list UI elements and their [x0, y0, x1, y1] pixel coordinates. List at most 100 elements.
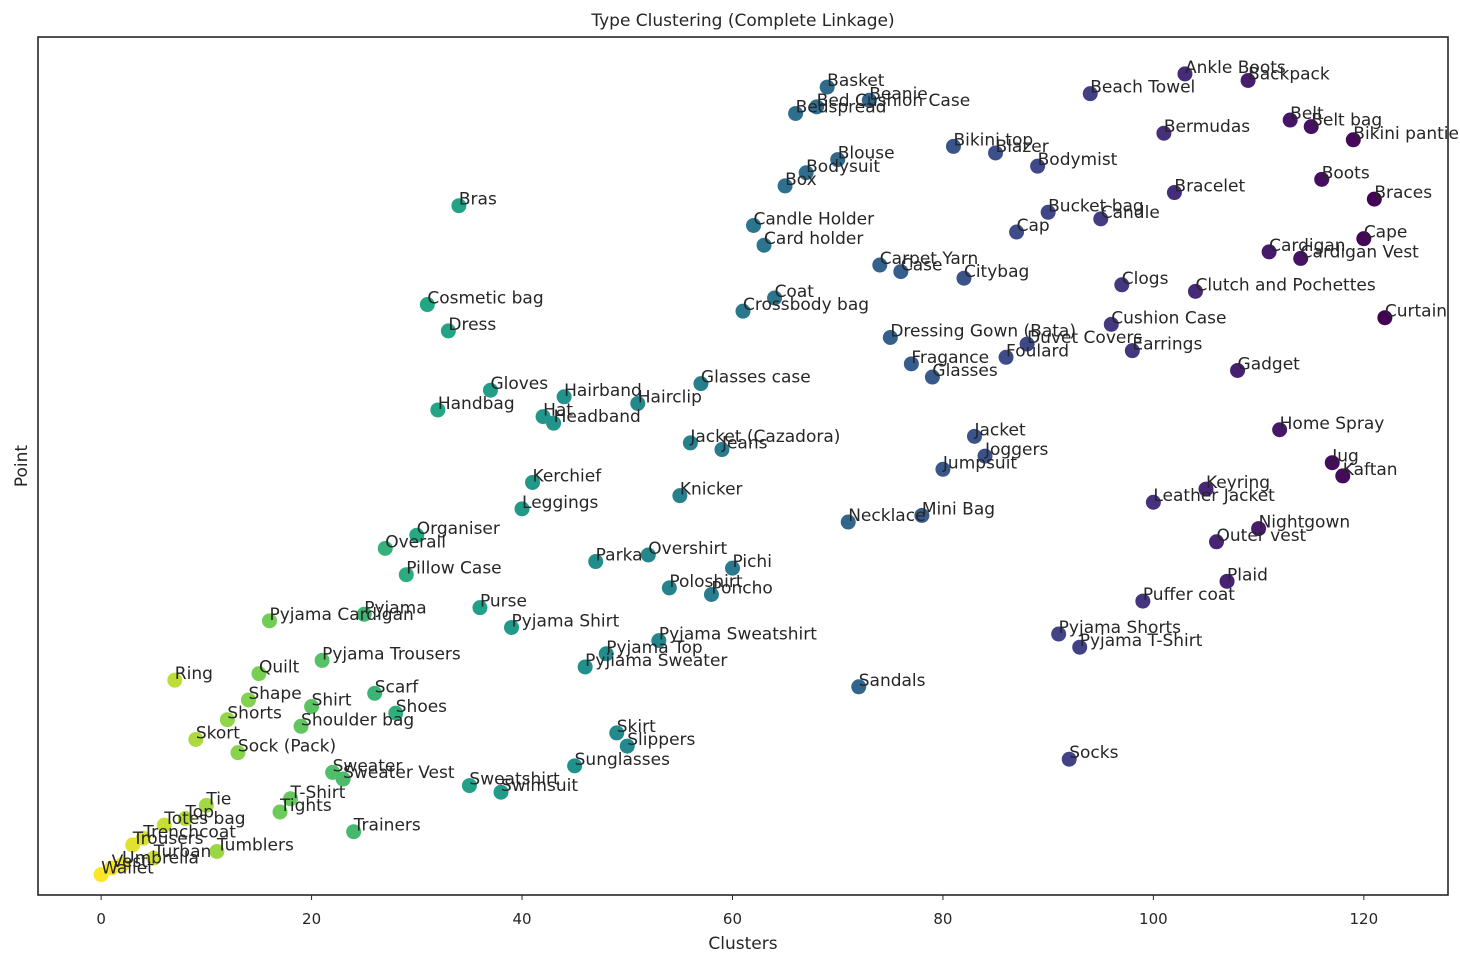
- data-point: [440, 323, 456, 339]
- data-point: [619, 738, 635, 754]
- data-point: [703, 587, 719, 603]
- point-label: Shoes: [396, 697, 447, 717]
- point-label: Dressing Gown (Bata): [890, 321, 1076, 341]
- x-axis-ticks: 0 20 40 60 80 100 120: [96, 895, 1378, 928]
- point-label: Candle: [1101, 203, 1160, 223]
- point-label: Kerchief: [533, 466, 603, 486]
- point-label: Backpack: [1248, 64, 1330, 84]
- data-point: [240, 692, 256, 708]
- point-label: Pyjama Shirt: [512, 611, 620, 631]
- point-label: Hat: [543, 401, 573, 421]
- data-point: [1051, 626, 1067, 642]
- point-label: Jacket (Cazadora): [689, 427, 840, 447]
- point-label: Glasses case: [701, 368, 811, 388]
- point-label: Handbag: [438, 394, 515, 414]
- point-label: Glasses: [932, 361, 997, 381]
- data-point: [1166, 185, 1182, 201]
- point-label: Sweater Vest: [343, 763, 455, 783]
- point-label: Bodymist: [1038, 150, 1118, 170]
- point-label: Pillow Case: [406, 559, 501, 579]
- point-label: Curtain: [1385, 302, 1447, 322]
- point-label: Beach Towel: [1090, 78, 1195, 98]
- data-point: [251, 666, 267, 682]
- point-label: Basket: [827, 71, 885, 91]
- point-label: Bodysuit: [806, 157, 880, 177]
- point-label: Bikini top: [953, 130, 1033, 150]
- x-tick-label: 120: [1350, 910, 1379, 928]
- point-label: Braces: [1374, 183, 1432, 203]
- point-label: Mini Bag: [922, 499, 995, 519]
- point-label: Fragance: [911, 348, 989, 368]
- point-label: Bucket bag: [1048, 196, 1144, 216]
- point-label: Home Spray: [1280, 414, 1385, 434]
- point-label: Bed Cushion Case: [817, 91, 971, 111]
- point-label: Nightgown: [1259, 513, 1351, 533]
- point-label: Poncho: [711, 579, 772, 599]
- point-label: Duvet Covers: [1027, 328, 1142, 348]
- data-point: [156, 817, 172, 833]
- point-label: Jeans: [721, 434, 768, 454]
- data-point: [472, 600, 488, 616]
- point-label: Umbrella: [122, 849, 199, 869]
- point-label: Sandals: [859, 671, 926, 691]
- data-point: [903, 356, 919, 372]
- data-point: [188, 731, 204, 747]
- x-tick-label: 0: [96, 910, 106, 928]
- x-tick-label: 80: [933, 910, 952, 928]
- data-point: [1156, 125, 1172, 141]
- data-point: [988, 145, 1004, 161]
- data-point: [798, 165, 814, 181]
- data-point: [1103, 316, 1119, 332]
- point-label: Skirt: [617, 717, 656, 737]
- data-point: [735, 303, 751, 319]
- point-label: Cardigan Vest: [1301, 242, 1420, 262]
- data-point: [1177, 66, 1193, 82]
- data-point: [630, 395, 646, 411]
- point-label: Purse: [480, 592, 527, 612]
- point-label: Sunglasses: [575, 750, 670, 770]
- point-label: Trenchcoat: [142, 822, 236, 842]
- data-point: [1356, 231, 1372, 247]
- data-point: [209, 844, 225, 860]
- data-point: [146, 850, 162, 866]
- data-point: [219, 712, 235, 728]
- data-point: [167, 672, 183, 688]
- point-label: Blouse: [838, 144, 895, 164]
- data-point: [1293, 250, 1309, 266]
- point-label: Overshirt: [648, 539, 727, 559]
- data-point: [1251, 521, 1267, 537]
- data-point: [1261, 244, 1277, 260]
- x-tick-label: 100: [1139, 910, 1168, 928]
- data-point: [882, 329, 898, 345]
- data-point: [93, 867, 109, 883]
- point-label: Jug: [1331, 447, 1359, 467]
- data-point: [966, 428, 982, 444]
- data-point: [1030, 158, 1046, 174]
- point-label: Shirt: [312, 691, 352, 711]
- data-point: [672, 488, 688, 504]
- point-label: Knicker: [680, 480, 743, 500]
- point-label: Quilt: [259, 658, 300, 678]
- data-point: [819, 79, 835, 95]
- point-label: Belt: [1290, 104, 1324, 124]
- x-tick-label: 60: [723, 910, 742, 928]
- data-point: [525, 474, 541, 490]
- point-label: Clutch and Pochettes: [1195, 275, 1375, 295]
- data-point: [283, 791, 299, 807]
- data-point: [851, 679, 867, 695]
- point-label: Pyjama Cardigan: [269, 605, 413, 625]
- point-label: Keyring: [1206, 473, 1270, 493]
- data-point: [346, 824, 362, 840]
- point-label: Organiser: [417, 519, 500, 539]
- point-label: Pyjama Top: [606, 638, 703, 658]
- data-point: [1061, 751, 1077, 767]
- point-label: Sock (Pack): [238, 737, 336, 757]
- point-label: Slippers: [627, 730, 695, 750]
- data-point: [588, 554, 604, 570]
- data-point: [861, 92, 877, 108]
- data-point: [809, 99, 825, 115]
- point-label: Tumblers: [216, 836, 294, 856]
- point-label: Parka: [596, 546, 643, 566]
- point-label: Tights: [279, 796, 332, 816]
- point-label: Pyjama Sweatshirt: [659, 625, 817, 645]
